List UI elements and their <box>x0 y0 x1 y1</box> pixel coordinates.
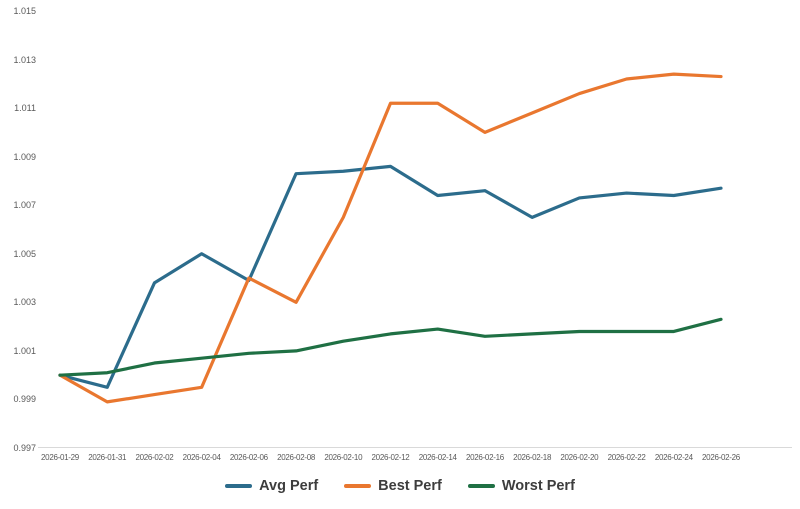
series-line-best-perf <box>58 72 723 404</box>
worst-perf-line-swatch <box>467 484 495 488</box>
x-axis-tick-label: 2026-02-22 <box>607 453 646 462</box>
legend-label-best-perf: Best Perf <box>378 478 442 494</box>
legend-label-avg-perf: Avg Perf <box>259 478 319 494</box>
legend-item-avg-perf: Avg Perf <box>225 478 318 494</box>
y-axis-tick-label: 0.997 <box>13 443 36 453</box>
x-axis-tick-label: 2026-02-04 <box>182 453 221 462</box>
x-axis-tick-label: 2026-01-29 <box>41 453 79 462</box>
x-axis-tick-label: 2026-02-18 <box>513 453 552 462</box>
x-axis-tick-label: 2026-02-10 <box>324 453 363 462</box>
y-axis-tick-label: 1.005 <box>13 248 36 259</box>
y-axis-tick-label: 1.015 <box>13 6 36 16</box>
x-axis-tick-label: 2026-02-06 <box>229 453 268 462</box>
legend: Avg Perf Best Perf Worst Perf <box>0 478 800 494</box>
x-axis-tick-label: 2026-02-08 <box>277 453 316 462</box>
y-axis-tick-label: 1.009 <box>13 151 36 162</box>
y-axis-tick-label: 1.013 <box>13 54 36 65</box>
x-axis-tick-label: 2026-02-14 <box>418 453 457 462</box>
y-axis-tick-label: 1.007 <box>13 200 36 211</box>
series-line-worst-perf <box>58 317 723 377</box>
x-axis-tick-label: 2026-02-20 <box>560 453 599 462</box>
x-axis-tick-label: 2026-02-26 <box>702 453 740 462</box>
legend-label-worst-perf: Worst Perf <box>501 478 575 494</box>
x-axis-tick-label: 2026-02-12 <box>371 453 410 462</box>
best-perf-line-swatch <box>344 484 372 488</box>
y-axis-tick-label: 1.001 <box>13 345 36 356</box>
series-line-avg-perf <box>58 164 723 389</box>
y-axis-tick-label: 0.999 <box>13 394 36 405</box>
y-axis-tick-label: 1.003 <box>13 297 36 308</box>
x-axis-tick-label: 2026-02-24 <box>654 453 693 462</box>
x-axis-tick-label: 2026-01-31 <box>88 453 127 462</box>
legend-item-best-perf: Best Perf <box>344 478 442 494</box>
y-axis-tick-label: 1.011 <box>14 103 36 114</box>
legend-item-worst-perf: Worst Perf <box>467 478 575 494</box>
x-axis-tick-label: 2026-02-02 <box>135 453 174 462</box>
x-axis-line <box>38 447 792 448</box>
x-axis-tick-label: 2026-02-16 <box>465 453 504 462</box>
avg-perf-line-swatch <box>225 484 253 488</box>
